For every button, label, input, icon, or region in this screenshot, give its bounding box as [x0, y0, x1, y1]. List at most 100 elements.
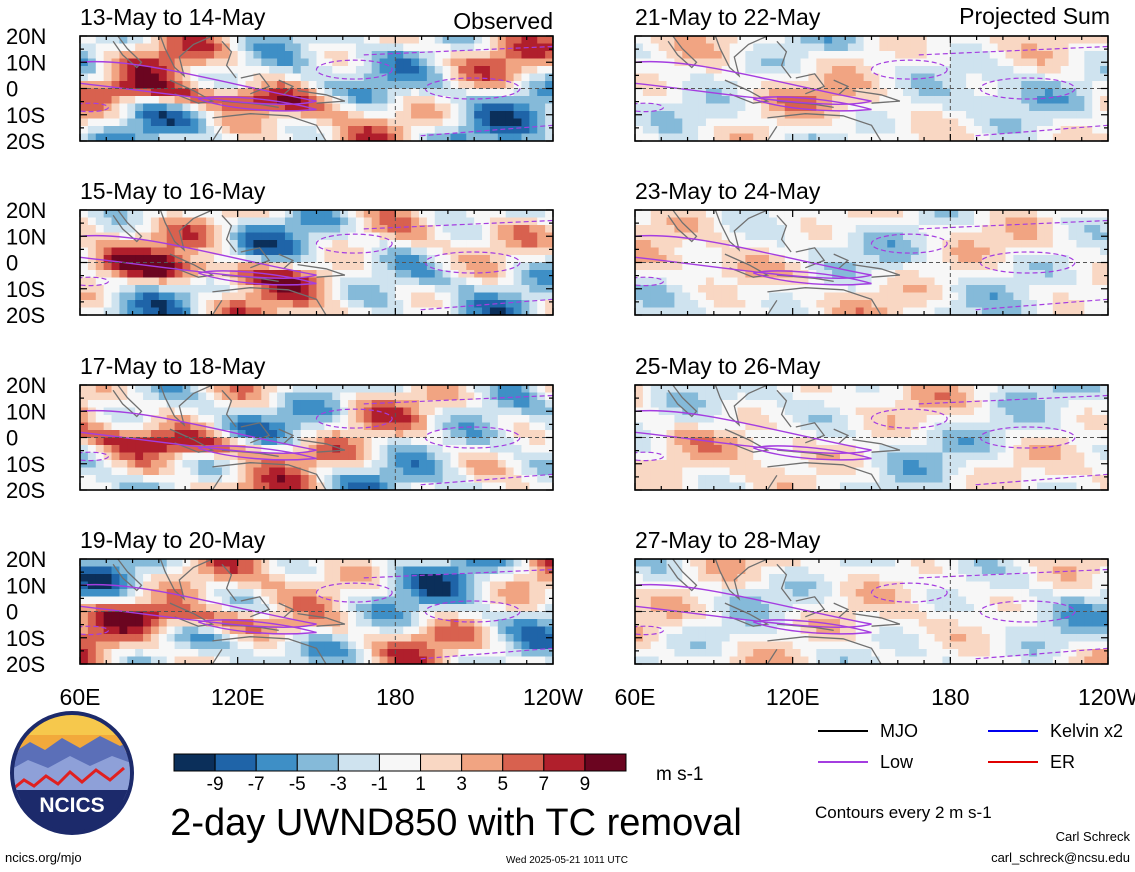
colorbar-swatch: [214, 753, 257, 772]
colorbar-swatch: [584, 753, 627, 772]
y-tick-label: 10S: [594, 626, 633, 651]
panel-title: 21-May to 22-May: [635, 4, 821, 30]
y-tick-label: 0: [621, 77, 633, 102]
coastlines: [112, 36, 346, 141]
legend-item: Low: [818, 752, 914, 772]
y-tick-label: 10S: [594, 452, 633, 477]
observed-label: Observed: [453, 8, 553, 34]
colorbar-swatch: [378, 753, 422, 772]
ticks: [634, 384, 1109, 491]
y-tick-label: 10N: [6, 224, 46, 249]
y-tick-label: 20N: [593, 198, 633, 223]
y-tick-label: 20N: [6, 24, 46, 49]
y-tick-label: 20S: [6, 478, 45, 503]
y-tick-label: 20N: [6, 547, 46, 572]
ticks: [634, 209, 1109, 316]
y-tick-label: 0: [621, 251, 633, 276]
low-contours: [635, 234, 872, 286]
y-tick-label: 10N: [6, 573, 46, 598]
x-axis-labels: 60E 120E 180 120W 60E 120E 180 120W: [60, 684, 1135, 710]
field-shading: [80, 559, 553, 664]
x-tick-label: 180: [376, 684, 414, 710]
email: carl_schreck@ncsu.edu: [991, 850, 1130, 865]
colorbar-swatch: [420, 753, 463, 772]
colorbar-label: -3: [330, 774, 347, 795]
y-tick-label: 10N: [593, 50, 633, 75]
y-tick-label: 10N: [593, 573, 633, 598]
y-tick-label: 20S: [6, 303, 45, 328]
y-tick-label: 20S: [594, 652, 633, 677]
projected-label: Projected Sum: [959, 3, 1110, 29]
y-tick-label: 20S: [594, 129, 633, 154]
legend: MJO Kelvin x2 Low ER: [818, 721, 1123, 772]
logo-text: NCICS: [39, 794, 104, 817]
y-tick-label: 20N: [593, 24, 633, 49]
low-contours: [80, 409, 317, 461]
y-tick-label: 10S: [594, 103, 633, 128]
x-tick-label: 120E: [766, 684, 820, 710]
y-tick-label: 20N: [593, 373, 633, 398]
low-contours: [635, 409, 872, 461]
author: Carl Schreck: [1056, 829, 1131, 844]
legend-item: MJO: [818, 721, 918, 741]
legend-label: Kelvin x2: [1050, 721, 1123, 741]
site-url: ncics.org/mjo: [5, 850, 82, 865]
timestamp: Wed 2025-05-21 1011 UTC: [506, 855, 628, 866]
y-tick-label: 0: [6, 600, 18, 625]
colorbar-label: -7: [248, 774, 265, 795]
colorbar-swatch: [543, 753, 586, 772]
colorbar-swatch: [255, 753, 298, 772]
panel-title: 27-May to 28-May: [635, 527, 821, 553]
y-tick-label: 10S: [6, 277, 45, 302]
y-tick-label: 20N: [593, 547, 633, 572]
panel-title: 17-May to 18-May: [80, 353, 266, 379]
colorbar-swatch: [296, 753, 339, 772]
low-contours: [635, 583, 872, 635]
legend-label: ER: [1050, 752, 1075, 772]
x-tick-label: 60E: [60, 684, 101, 710]
coastlines: [667, 385, 901, 490]
colorbar-label: -9: [207, 774, 224, 795]
legend-item: ER: [988, 752, 1075, 772]
ticks: [634, 558, 1109, 665]
ticks: [79, 35, 554, 142]
colorbar-swatch: [502, 753, 545, 772]
x-tick-label: 60E: [615, 684, 656, 710]
y-tick-label: 10S: [6, 626, 45, 651]
panel-title: 23-May to 24-May: [635, 178, 821, 204]
colorbar-label: 5: [497, 774, 508, 795]
colorbar-swatch: [173, 753, 216, 772]
ticks: [634, 35, 1109, 142]
x-tick-label: 180: [931, 684, 969, 710]
ncics-logo: NCICS: [10, 711, 134, 835]
main-title: 2-day UWND850 with TC removal: [170, 802, 742, 844]
panel-title: 15-May to 16-May: [80, 178, 266, 204]
y-tick-label: 0: [621, 426, 633, 451]
y-tick-label: 20S: [6, 129, 45, 154]
y-tick-label: 0: [621, 600, 633, 625]
low-contours: [80, 234, 317, 286]
y-tick-label: 10N: [6, 399, 46, 424]
y-tick-label: 0: [6, 77, 18, 102]
colorbar-label: -5: [289, 774, 306, 795]
y-tick-label: 10N: [593, 399, 633, 424]
y-tick-label: 10N: [6, 50, 46, 75]
ticks: [79, 384, 554, 491]
y-tick-label: 10S: [594, 277, 633, 302]
low-contours: [80, 60, 317, 112]
legend-label: MJO: [880, 721, 918, 741]
colorbar-label: -1: [371, 774, 388, 795]
y-tick-label: 20S: [594, 303, 633, 328]
colorbar-label: 3: [456, 774, 467, 795]
x-tick-label: 120W: [523, 684, 583, 710]
